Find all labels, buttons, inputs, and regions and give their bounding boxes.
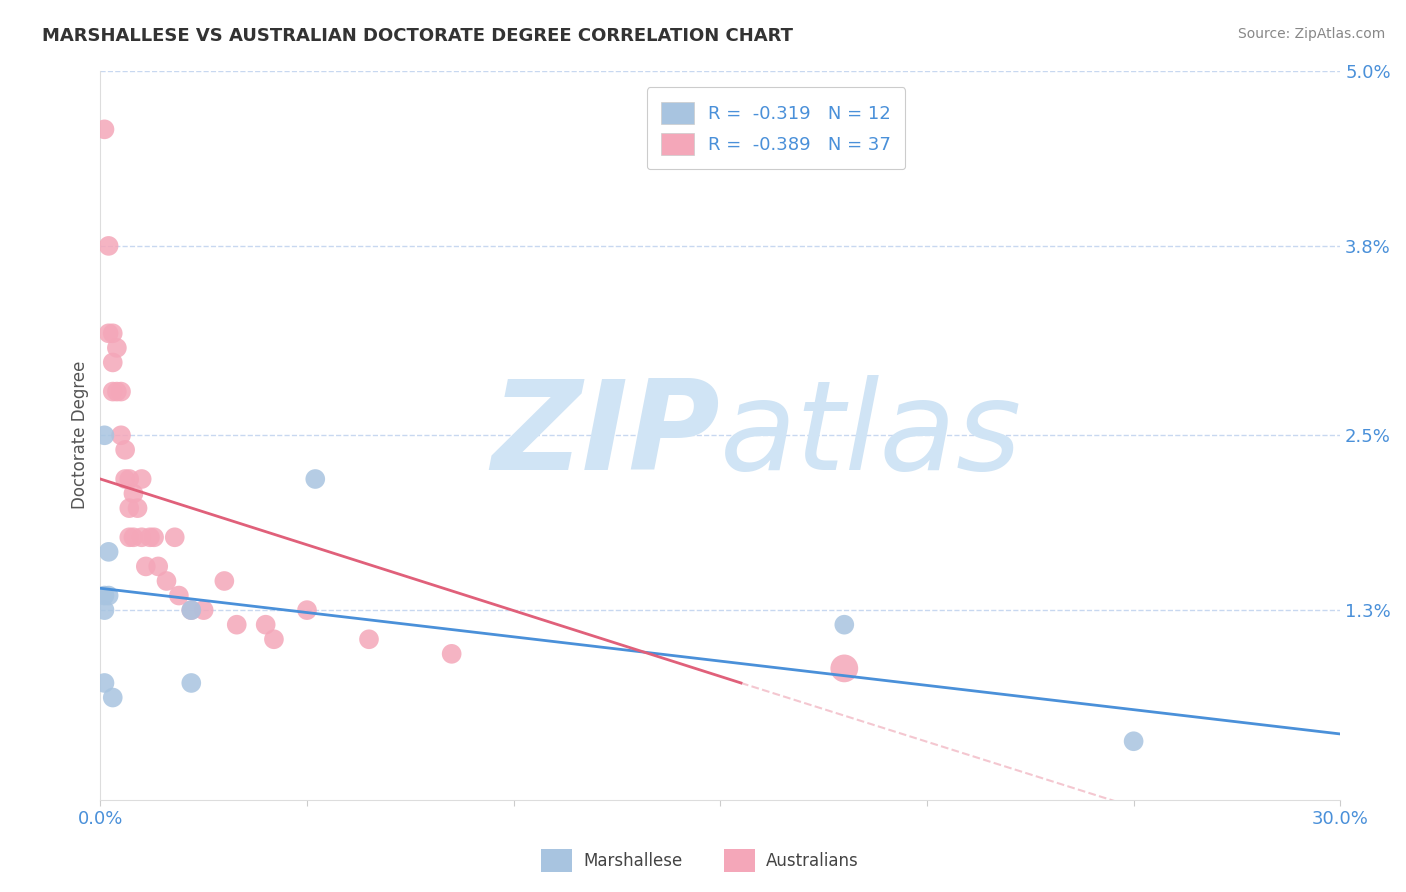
Point: [118, 530, 141, 544]
Point: [155, 574, 177, 588]
Point: [180, 603, 202, 617]
Point: [110, 428, 132, 442]
Point: [93, 122, 115, 136]
Point: [101, 690, 124, 705]
Point: [122, 486, 145, 500]
Point: [114, 472, 136, 486]
Point: [1122, 734, 1144, 748]
Point: [93, 676, 115, 690]
Y-axis label: Doctorate Degree: Doctorate Degree: [72, 361, 89, 509]
Text: MARSHALLESE VS AUSTRALIAN DOCTORATE DEGREE CORRELATION CHART: MARSHALLESE VS AUSTRALIAN DOCTORATE DEGR…: [42, 27, 793, 45]
Point: [93, 603, 115, 617]
Text: Source: ZipAtlas.com: Source: ZipAtlas.com: [1237, 27, 1385, 41]
Point: [304, 472, 326, 486]
Point: [193, 603, 215, 617]
Point: [148, 559, 170, 574]
Point: [214, 574, 236, 588]
Point: [118, 472, 141, 486]
Point: [131, 530, 153, 544]
Point: [105, 341, 128, 355]
Point: [440, 647, 463, 661]
Point: [163, 530, 186, 544]
Point: [110, 384, 132, 399]
Point: [105, 384, 128, 399]
Legend: R =  -0.319   N = 12, R =  -0.389   N = 37: R = -0.319 N = 12, R = -0.389 N = 37: [647, 87, 905, 169]
Point: [118, 501, 141, 516]
Point: [131, 472, 153, 486]
Text: Marshallese: Marshallese: [583, 852, 683, 870]
Text: Australians: Australians: [766, 852, 859, 870]
Point: [101, 355, 124, 369]
Point: [101, 326, 124, 341]
Point: [93, 428, 115, 442]
Point: [832, 661, 855, 675]
Point: [263, 632, 285, 647]
Point: [127, 501, 149, 516]
Point: [135, 559, 157, 574]
Point: [101, 384, 124, 399]
Text: ZIP: ZIP: [492, 375, 720, 496]
Point: [97, 589, 120, 603]
Point: [97, 239, 120, 253]
Point: [139, 530, 162, 544]
Point: [97, 545, 120, 559]
Point: [180, 603, 202, 617]
Point: [167, 589, 190, 603]
Point: [295, 603, 318, 617]
Point: [254, 617, 277, 632]
Point: [357, 632, 380, 647]
Point: [225, 617, 247, 632]
Point: [143, 530, 166, 544]
Point: [97, 326, 120, 341]
Point: [122, 530, 145, 544]
Text: atlas: atlas: [720, 375, 1022, 496]
Point: [114, 442, 136, 457]
Point: [93, 589, 115, 603]
Point: [832, 617, 855, 632]
Point: [180, 676, 202, 690]
